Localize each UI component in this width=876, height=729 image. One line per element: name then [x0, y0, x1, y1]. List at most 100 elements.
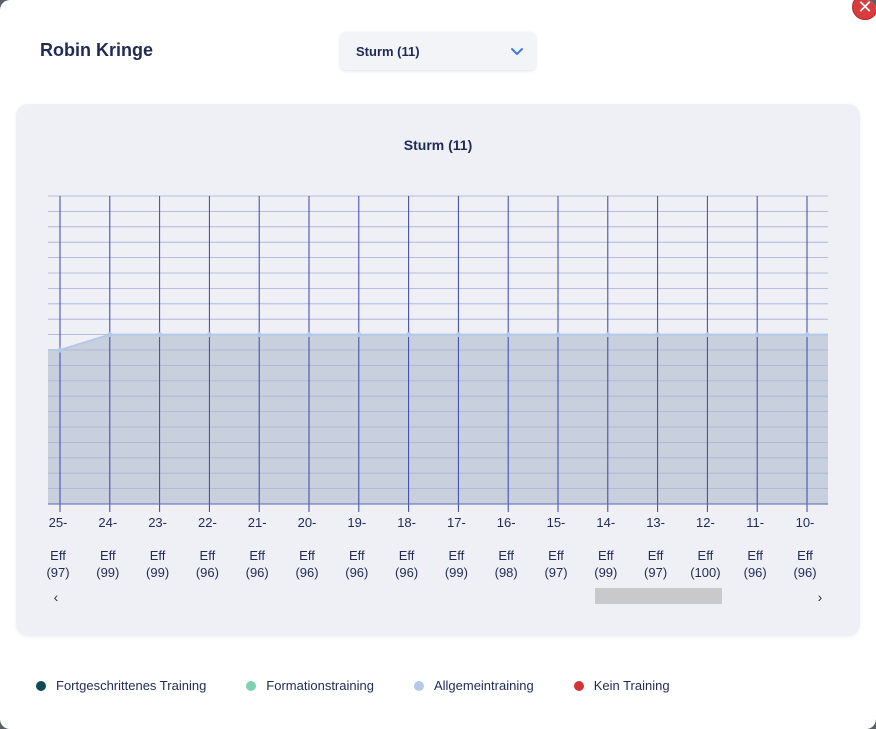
x-tick-label: 22- Eff (96) [177, 514, 237, 581]
x-tick-label: 15- Eff (97) [526, 514, 586, 581]
tick-sublabel: Eff [597, 548, 614, 563]
data-point [754, 332, 760, 338]
legend-item: Formationstraining [246, 678, 374, 693]
tick-sublabel: Eff [50, 548, 66, 563]
x-tick-label: 21- Eff (96) [227, 514, 287, 581]
area-chart [48, 195, 828, 512]
data-point [655, 332, 661, 338]
tick-sublabel: Eff [348, 548, 365, 563]
tick-efficiency: (96) [345, 565, 369, 580]
tick-efficiency: (98) [494, 565, 518, 580]
x-tick-label: 20- Eff (96) [277, 514, 337, 581]
data-point [107, 332, 113, 338]
tick-sublabel: Eff [548, 548, 564, 563]
data-point [256, 332, 262, 338]
tick-sublabel: Eff [199, 548, 216, 563]
dot-icon [413, 680, 424, 691]
dropdown-selected-value: Sturm (11) [356, 43, 420, 59]
tick-efficiency: (99) [594, 565, 618, 580]
tick-efficiency: (96) [395, 565, 419, 580]
data-point [555, 332, 561, 338]
position-dropdown[interactable]: Sturm (11) [340, 32, 536, 70]
chart-scrollbar[interactable] [64, 588, 812, 604]
close-icon[interactable]: ✕ [852, 0, 876, 20]
tick-efficiency: (99) [96, 565, 120, 580]
tick-sublabel: Eff [797, 548, 813, 563]
tick-sublabel: Eff [99, 548, 116, 563]
tick-efficiency: (97) [544, 565, 568, 580]
scroll-left-icon[interactable]: ‹ [53, 589, 59, 605]
tick-date: 24- [98, 515, 118, 530]
tick-efficiency: (99) [146, 565, 170, 580]
scrollbar-thumb[interactable] [595, 588, 722, 604]
x-tick-label: 24- Eff (99) [78, 514, 138, 581]
legend-label: Kein Training [593, 678, 670, 693]
tick-efficiency: (100) [690, 565, 721, 580]
tick-sublabel: Eff [697, 548, 714, 563]
tick-sublabel: Eff [398, 548, 415, 563]
x-tick-label: 13- Eff (97) [626, 514, 686, 581]
data-point [406, 332, 412, 338]
x-tick-label: 10- Eff (96) [775, 514, 835, 581]
x-tick-label: 12- Eff (100) [675, 514, 735, 581]
series-line [48, 333, 828, 351]
tick-sublabel: Eff [448, 548, 465, 563]
x-tick-label: 16- Eff (98) [476, 514, 536, 581]
tick-date: 14- [596, 515, 616, 530]
scroll-right-icon[interactable]: › [817, 589, 823, 605]
tick-date: 23- [148, 515, 167, 530]
tick-date: 11- [746, 515, 765, 530]
legend-label: Formationstraining [266, 678, 374, 693]
dot-icon [246, 680, 257, 691]
data-point [804, 332, 810, 338]
tick-date: 20- [297, 515, 317, 530]
tick-date: 19- [347, 515, 367, 530]
tick-date: 17- [446, 515, 466, 530]
x-tick-label: 17- Eff (99) [426, 514, 486, 581]
chart-title: Sturm (11) [403, 137, 473, 153]
legend-item: Fortgeschrittenes Training [36, 678, 206, 693]
tick-efficiency: (97) [644, 565, 668, 580]
legend-label: Fortgeschrittenes Training [56, 678, 207, 693]
x-tick-label: 11- Eff (96) [725, 514, 785, 581]
legend-item: Allgemeintraining [413, 678, 534, 693]
x-tick-label: 19- Eff (96) [327, 514, 387, 581]
tick-efficiency: (96) [743, 565, 767, 580]
dot-icon [36, 680, 46, 691]
tick-sublabel: Eff [149, 548, 166, 563]
data-point [505, 332, 511, 338]
chart-card: Sturm (11) 25- Eff (97) 24- Eff (99) 23- Eff (99… [16, 104, 860, 636]
tick-date: 12- [695, 515, 715, 530]
chevron-down-icon [511, 48, 523, 55]
x-axis-labels: 25- Eff (97) 24- Eff (99) 23- Eff (99) 22- Eff (96)… [16, 104, 860, 584]
dot-icon [573, 680, 584, 691]
tick-sublabel: Eff [647, 548, 664, 563]
tick-date: 25- [48, 515, 68, 530]
x-tick-label: 18- Eff (96) [377, 514, 437, 581]
data-point [356, 332, 362, 338]
tick-sublabel: Eff [498, 548, 515, 563]
tick-date: 10- [795, 515, 815, 530]
data-point [157, 332, 163, 338]
player-name: Robin Kringe [40, 40, 153, 60]
tick-efficiency: (99) [444, 565, 468, 580]
tick-sublabel: Eff [747, 548, 764, 563]
data-point [455, 332, 461, 338]
tick-efficiency: (96) [245, 565, 269, 580]
x-tick-label: 23- Eff (99) [128, 514, 188, 581]
tick-date: 18- [397, 515, 416, 530]
data-point [605, 332, 611, 338]
data-point [306, 332, 312, 338]
data-point [704, 332, 710, 338]
legend-item: Kein Training [573, 678, 670, 693]
data-point [206, 332, 212, 338]
tick-sublabel: Eff [299, 548, 315, 563]
tick-date: 22- [197, 515, 217, 530]
tick-sublabel: Eff [249, 548, 266, 563]
tick-date: 13- [646, 515, 665, 530]
legend: Fortgeschrittenes Training Formationstrai… [36, 678, 710, 693]
tick-date: 15- [546, 515, 566, 530]
tick-date: 21- [247, 515, 267, 530]
area-fill [48, 334, 828, 504]
